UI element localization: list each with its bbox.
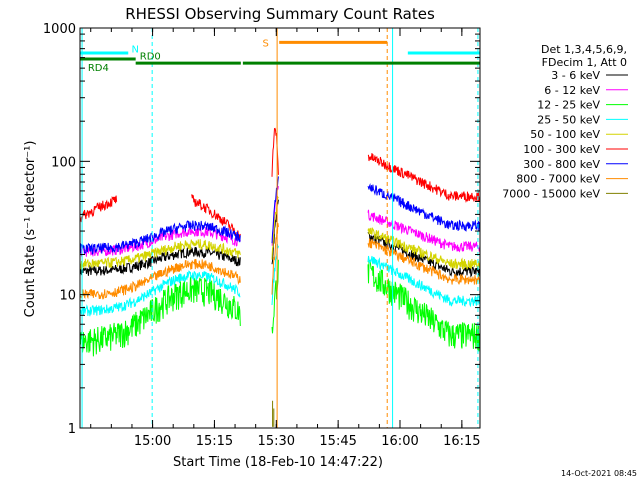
y-axis-label: Count Rate (s⁻¹ detector⁻¹) bbox=[23, 141, 38, 318]
x-tick-label: 15:00 bbox=[134, 434, 171, 449]
x-axis-label: Start Time (18-Feb-10 14:47:22) bbox=[173, 455, 383, 470]
legend-header-1: Det 1,3,4,5,6,9, bbox=[541, 43, 627, 56]
legend-label: 12 - 25 keV bbox=[537, 99, 600, 112]
legend: Det 1,3,4,5,6,9, FDecim 1, Att 0 3 - 6 k… bbox=[502, 43, 628, 200]
mode-label: S bbox=[263, 38, 269, 49]
plot-frame bbox=[79, 27, 481, 429]
legend-label: 800 - 7000 keV bbox=[516, 173, 600, 186]
legend-label: 6 - 12 keV bbox=[544, 84, 600, 97]
series-line bbox=[80, 127, 480, 240]
y-tick-label: 100 bbox=[51, 155, 76, 170]
mode-label: RD0 bbox=[140, 52, 161, 63]
legend-label: 25 - 50 keV bbox=[537, 113, 600, 126]
y-tick-label: 10 bbox=[59, 289, 76, 304]
legend-label: 300 - 800 keV bbox=[523, 158, 600, 171]
axes-layer: 15:00 15:15 15:30 15:45 16:00 16:15 1 10 100 1000… bbox=[43, 22, 481, 449]
x-tick-label: 15:15 bbox=[196, 434, 233, 449]
chart-title: RHESSI Observing Summary Count Rates bbox=[125, 5, 435, 23]
x-tick-label: 16:00 bbox=[381, 434, 418, 449]
legend-header-2: FDecim 1, Att 0 bbox=[542, 56, 627, 69]
annotation-layer bbox=[80, 28, 480, 428]
legend-label: 100 - 300 keV bbox=[523, 143, 600, 156]
x-tick-label: 15:30 bbox=[258, 434, 295, 449]
x-tick-label: 15:45 bbox=[319, 434, 356, 449]
y-tick-label: 1000 bbox=[43, 22, 76, 37]
y-tick-label: 1 bbox=[68, 422, 76, 437]
mode-label: RD4 bbox=[88, 63, 109, 74]
footer-timestamp: 14-Oct-2021 08:45 bbox=[561, 469, 637, 478]
mode-label: N bbox=[132, 45, 139, 56]
series-line bbox=[272, 400, 275, 427]
legend-label: 3 - 6 keV bbox=[551, 69, 600, 82]
x-tick-label: 16:15 bbox=[443, 434, 480, 449]
legend-label: 50 - 100 keV bbox=[530, 128, 600, 141]
legend-label: 7000 - 15000 keV bbox=[502, 187, 600, 200]
